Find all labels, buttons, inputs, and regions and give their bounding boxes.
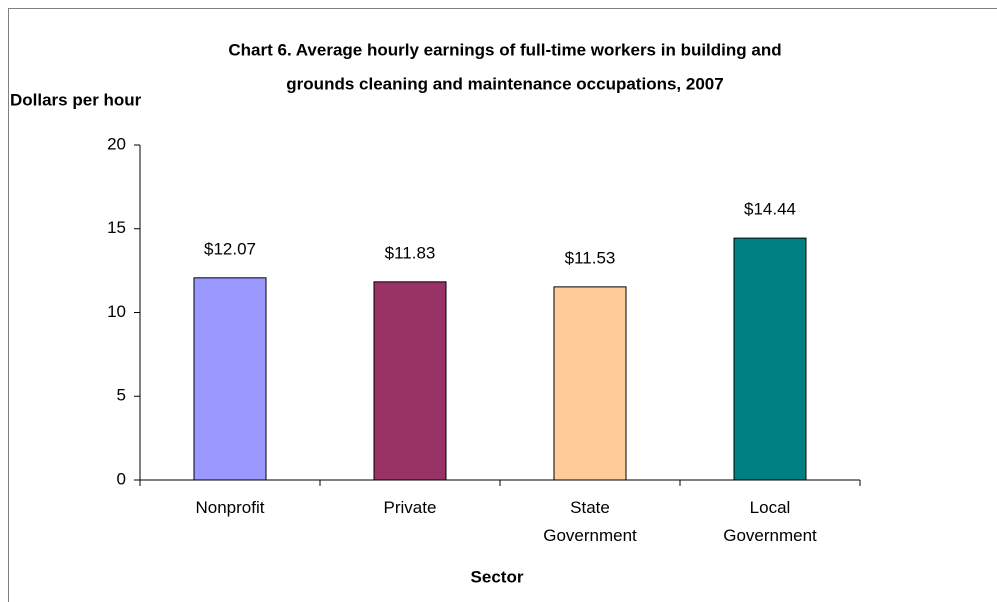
x-tick-label: Nonprofit: [195, 498, 265, 517]
data-label: $14.44: [744, 200, 796, 219]
x-tick-label-box: Private: [383, 498, 437, 517]
chart-title: grounds cleaning and maintenance occupat…: [286, 74, 723, 93]
x-tick-label-box: State Government: [543, 498, 637, 545]
x-axis-label: Sector: [471, 567, 524, 586]
x-tick-label: State Government: [543, 498, 637, 545]
bar: [373, 281, 447, 481]
x-tick-label-box: Nonprofit: [195, 498, 265, 517]
x-tick-label: Private: [383, 498, 437, 517]
data-label: $11.83: [385, 243, 436, 262]
chart-title: Chart 6. Average hourly earnings of full…: [228, 40, 781, 59]
bar: [553, 286, 627, 481]
y-tick-label: 0: [117, 469, 126, 488]
y-tick-label: 15: [107, 218, 126, 237]
bar: [193, 277, 267, 481]
data-label: $12.07: [204, 239, 256, 258]
y-tick-label: 5: [117, 386, 126, 405]
y-axis-label: Dollars per hour: [10, 90, 142, 109]
x-tick-label-box: Local Government: [723, 498, 817, 545]
data-label: $11.53: [565, 248, 616, 267]
x-tick-label: Local Government: [723, 498, 817, 545]
y-tick-label: 10: [107, 302, 126, 321]
bar: [733, 237, 807, 481]
chart-border: [8, 8, 997, 602]
y-tick-label: 20: [107, 134, 126, 153]
